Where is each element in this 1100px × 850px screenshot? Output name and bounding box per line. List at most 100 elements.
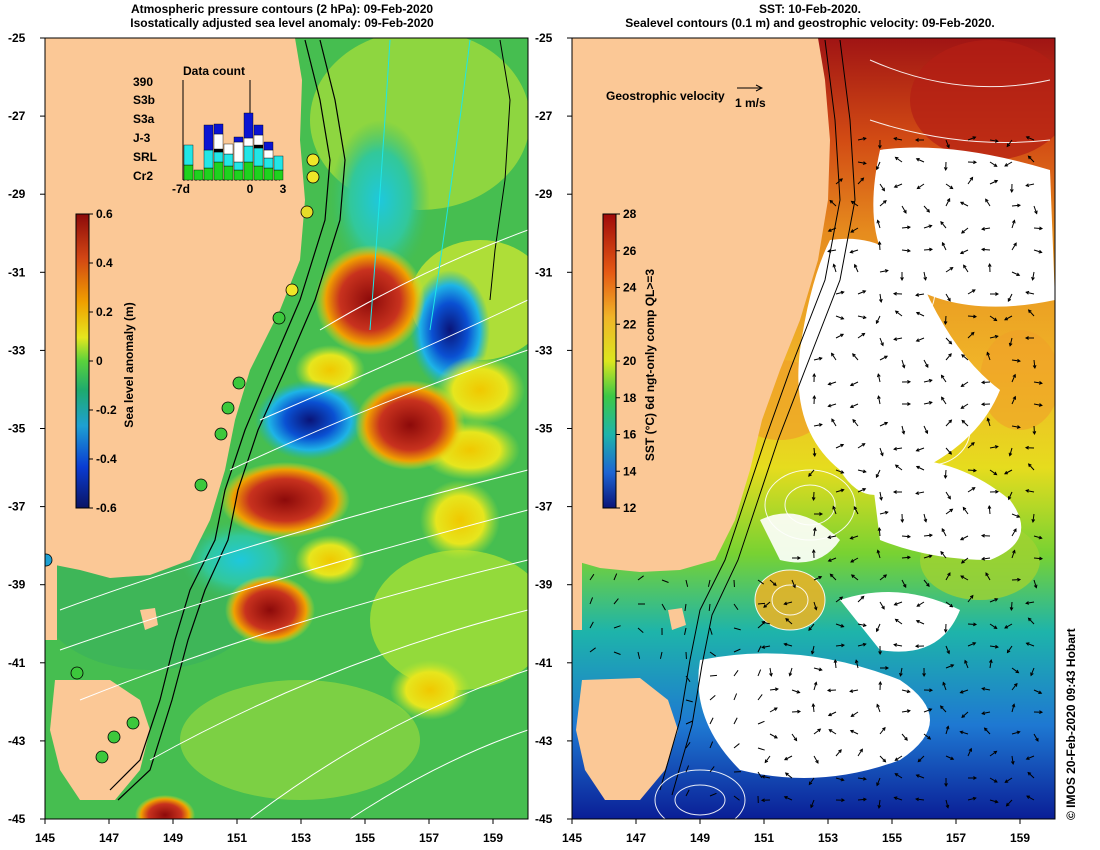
velocity-arrow (967, 797, 976, 801)
velocity-arrow (857, 161, 866, 165)
velocity-arrow-head (884, 355, 889, 360)
sst-colorbar: 28 26 24 22 20 18 16 14 12 SST (°C) 6d ngt-only … (602, 207, 657, 515)
velocity-arrow-head (907, 380, 912, 384)
velocity-arrow (877, 220, 881, 229)
velocity-arrow (857, 623, 866, 627)
velocity-arrow (961, 711, 969, 718)
velocity-arrow (733, 743, 740, 749)
velocity-arrow-head (893, 337, 898, 341)
velocity-arrow (941, 397, 947, 405)
velocity-arrow (828, 381, 837, 385)
x-tick-label: 145 (562, 831, 582, 845)
velocity-arrow (967, 469, 977, 472)
velocity-arrow-head (862, 161, 867, 165)
velocity-arrow (1028, 617, 1035, 625)
x-tick-label: 147 (99, 831, 119, 845)
velocity-arrow (808, 469, 815, 477)
velocity-arrow (1033, 733, 1039, 742)
velocity-arrow-head (812, 394, 817, 399)
velocity-arrow-head (1012, 395, 1017, 400)
velocity-arrow-head (893, 643, 898, 647)
velocity-arrow (835, 444, 844, 449)
data-count-inset: Data count 390 S3b S3a J-3 SRL Cr2 -7d 0… (133, 64, 287, 196)
velocity-arrow-head (928, 378, 933, 383)
velocity-arrow (733, 693, 738, 701)
velocity-arrow (857, 469, 866, 473)
y-tick-label: -35 (8, 422, 26, 436)
velocity-arrow-head (840, 624, 845, 628)
velocity-arrow (637, 627, 644, 633)
velocity-arrow (917, 183, 925, 189)
data-count-bar-segment (223, 153, 234, 167)
velocity-arrow (709, 766, 715, 773)
y-tick-label: -31 (8, 265, 26, 279)
y-tick-label: -43 (8, 734, 26, 748)
x-tick-label: 159 (483, 831, 503, 845)
velocity-arrow-head (884, 269, 889, 273)
velocity-arrow (989, 777, 998, 783)
velocity-arrow (945, 645, 950, 654)
velocity-arrow (808, 777, 815, 785)
velocity-arrow (835, 315, 844, 320)
velocity-arrow-head (862, 776, 867, 781)
velocity-arrow (685, 579, 689, 587)
velocity-arrow (1026, 136, 1035, 141)
y-tick-label: -37 (535, 500, 553, 514)
velocity-arrow (828, 557, 837, 562)
velocity-arrow (762, 621, 771, 625)
velocity-arrow (923, 534, 933, 537)
colorbar-tick-label: 22 (623, 317, 637, 331)
velocity-arrow (733, 670, 739, 677)
velocity-arrow (835, 623, 844, 628)
velocity-arrow-head (981, 226, 986, 231)
velocity-arrow-head (941, 396, 945, 401)
velocity-arrow-head (892, 291, 897, 296)
velocity-arrow-head (949, 267, 954, 271)
velocity-arrow-head (862, 315, 867, 320)
y-tick-label: -39 (8, 578, 26, 592)
velocity-arrow (709, 695, 716, 701)
velocity-arrow (857, 443, 866, 449)
velocity-arrow-head (994, 598, 999, 602)
velocity-arrow (879, 755, 886, 763)
velocity-arrow-head (811, 548, 816, 553)
velocity-arrow (1004, 315, 1013, 321)
velocity-arrow (961, 557, 969, 564)
velocity-arrow (813, 682, 817, 691)
data-count-bar-segment (263, 167, 274, 181)
velocity-arrow-head (764, 759, 769, 764)
velocity-arrow (916, 337, 925, 342)
velocity-arrow-head (929, 247, 934, 252)
velocity-arrow (945, 337, 952, 345)
velocity-arrow-head (1024, 445, 1029, 450)
velocity-arrow (835, 489, 844, 493)
data-count-bar-segment (273, 169, 284, 181)
x-label-minus7d: -7d (172, 182, 190, 196)
y-tick-label: -39 (535, 578, 553, 592)
velocity-arrow-head (988, 659, 993, 664)
velocity-arrow (895, 464, 903, 471)
velocity-arrow (967, 442, 975, 449)
velocity-arrow (709, 792, 717, 797)
x-tick-label: 149 (163, 831, 183, 845)
velocity-arrow-head (961, 714, 966, 719)
velocity-arrow (835, 178, 843, 185)
x-tick-label: 149 (690, 831, 710, 845)
velocity-arrow-head (831, 418, 835, 423)
velocity-arrow-head (840, 333, 845, 338)
velocity-arrow (876, 161, 881, 170)
velocity-arrow (1008, 491, 1013, 500)
data-count-bar-segment (253, 134, 264, 146)
velocity-arrow-head (1026, 795, 1031, 799)
velocity-arrow (733, 795, 740, 801)
colorbar-tick-label: 0 (96, 354, 103, 368)
velocity-arrow-head (971, 487, 976, 491)
velocity-arrow-head (883, 574, 888, 578)
velocity-arrow (709, 627, 713, 635)
velocity-arrow-head (981, 556, 986, 561)
velocity-arrow-head (860, 177, 865, 182)
velocity-arrow-head (1027, 771, 1032, 776)
velocity-arrow (810, 799, 815, 808)
velocity-arrow (923, 401, 932, 405)
right-title-line2: Sealevel contours (0.1 m) and geostrophi… (625, 16, 995, 30)
